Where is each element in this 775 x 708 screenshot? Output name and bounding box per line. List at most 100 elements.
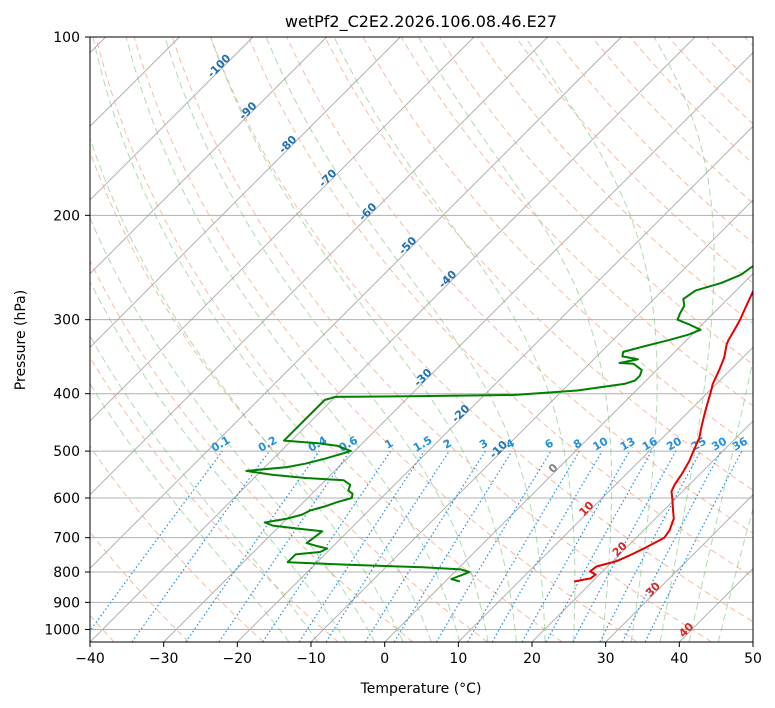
dry-adiabat-line: [629, 37, 753, 165]
isotherm-line: [90, 37, 254, 201]
isotherm-label: 10: [577, 499, 597, 519]
y-tick-label: 800: [53, 565, 80, 581]
dry-adiabat-line: [515, 37, 753, 284]
y-tick-label: 700: [53, 531, 80, 547]
moist-adiabat-line: [90, 334, 319, 642]
x-tick-label: −10: [296, 651, 326, 667]
isotherm-label: -70: [316, 166, 339, 189]
moist-adiabat-line: [717, 506, 753, 642]
y-tick-label: 200: [53, 208, 80, 224]
isotherm-label: -40: [436, 268, 459, 291]
moist-adiabat-line: [418, 37, 613, 642]
moist-adiabat-line: [90, 216, 376, 642]
isotherm-label: 40: [676, 620, 696, 640]
mixing-ratio-line: [90, 450, 223, 632]
dry-adiabat-line: [133, 37, 638, 642]
dewpoint-profile-line: [245, 264, 753, 583]
y-tick-label: 300: [53, 313, 80, 329]
x-tick-label: 40: [670, 651, 688, 667]
dry-adiabat-line: [477, 37, 753, 325]
mixing-ratio-line: [572, 450, 677, 642]
moist-adiabat-line: [125, 37, 461, 642]
background-lines: [90, 37, 753, 642]
moist-adiabat-line: [333, 37, 576, 642]
dry-adiabat-line: [90, 356, 339, 642]
x-axis-label: Temperature (°C): [360, 681, 482, 697]
x-tick-label: 20: [523, 651, 541, 667]
y-tick-label: 900: [53, 595, 80, 611]
isotherm-line: [531, 420, 753, 642]
moist-adiabat-line: [92, 37, 432, 642]
moist-adiabat-line: [90, 382, 290, 642]
x-tick-label: 10: [449, 651, 467, 667]
isotherm-line: [605, 494, 753, 642]
temperature-profile-line: [573, 289, 753, 583]
moist-adiabat-line: [653, 37, 715, 642]
isotherm-line: [752, 641, 753, 642]
isotherm-line: [90, 37, 548, 496]
mixing-ratio-line: [393, 450, 513, 642]
dry-adiabat-line: [668, 37, 753, 125]
y-tick-label: 500: [53, 444, 80, 460]
mixing-ratio-line: [545, 450, 653, 642]
x-tick-label: −20: [223, 651, 253, 667]
isotherm-label: -80: [276, 133, 299, 156]
isotherm-label: -20: [449, 402, 472, 425]
isotherm-label: -30: [411, 366, 434, 389]
isotherm-line: [310, 199, 753, 642]
moist-adiabat-line: [210, 37, 517, 642]
isotherm-line: [90, 37, 475, 422]
mixing-ratio-line: [435, 450, 552, 642]
isotherm-label: -90: [236, 99, 259, 122]
x-tick-label: 0: [380, 651, 389, 667]
profile-series: [245, 264, 753, 583]
isotherm-line: [90, 37, 327, 275]
dry-adiabat-line: [744, 37, 753, 47]
isotherm-line: [90, 37, 696, 642]
plot-frame: [89, 36, 754, 643]
isotherm-line: [458, 346, 753, 642]
dry-adiabat-line: [362, 37, 753, 449]
isotherm-line: [679, 567, 753, 642]
dry-adiabat-line: [171, 37, 712, 642]
mixing-ratio-line: [466, 450, 580, 642]
moist-adiabat-line: [90, 280, 347, 642]
mixing-ratio-line: [262, 450, 392, 642]
mixing-ratio-line: [185, 450, 320, 642]
isotherm-line: [90, 37, 401, 348]
moist-adiabat-line: [265, 37, 546, 642]
y-axis-label: Pressure (hPa): [13, 290, 29, 390]
isotherm-label: -100: [205, 51, 234, 80]
x-tick-label: 30: [597, 651, 615, 667]
y-tick-label: 600: [53, 491, 80, 507]
mixing-ratio-line: [521, 450, 631, 642]
x-tick-label: −40: [75, 651, 105, 667]
x-tick-label: −30: [149, 651, 179, 667]
isotherm-line: [384, 273, 753, 642]
isotherm-line: [163, 52, 753, 642]
dry-adiabat-line: [90, 445, 264, 642]
mixing-ratio-label: 6: [543, 436, 556, 451]
chart-title: wetPf2_C2E2.2026.106.08.46.E27: [285, 12, 557, 32]
dry-adiabat-line: [324, 37, 753, 491]
y-axis-ticks: 100 200 300 400 500 600 700 800 900 1000: [44, 30, 90, 638]
dry-adiabat-line: [248, 37, 753, 578]
mixing-ratio-line: [131, 450, 270, 642]
dry-adiabat-line: [95, 37, 563, 642]
dry-adiabat-line: [210, 37, 753, 623]
dry-adiabat-line: [400, 37, 753, 407]
isotherm-label: -50: [396, 234, 419, 257]
moist-adiabat-line: [164, 37, 489, 642]
mixing-ratio-line: [325, 450, 450, 642]
moist-adiabat-line: [688, 358, 753, 642]
moist-adiabat-line: [524, 37, 658, 642]
moist-adiabat-line: [90, 136, 404, 642]
dry-adiabat-line: [90, 259, 414, 642]
dry-adiabat-line: [706, 37, 753, 86]
x-tick-label: 50: [744, 651, 762, 667]
y-tick-label: 1000: [44, 622, 80, 638]
mixing-ratio-label: 2: [441, 437, 454, 452]
mixing-ratio-line: [364, 450, 486, 642]
